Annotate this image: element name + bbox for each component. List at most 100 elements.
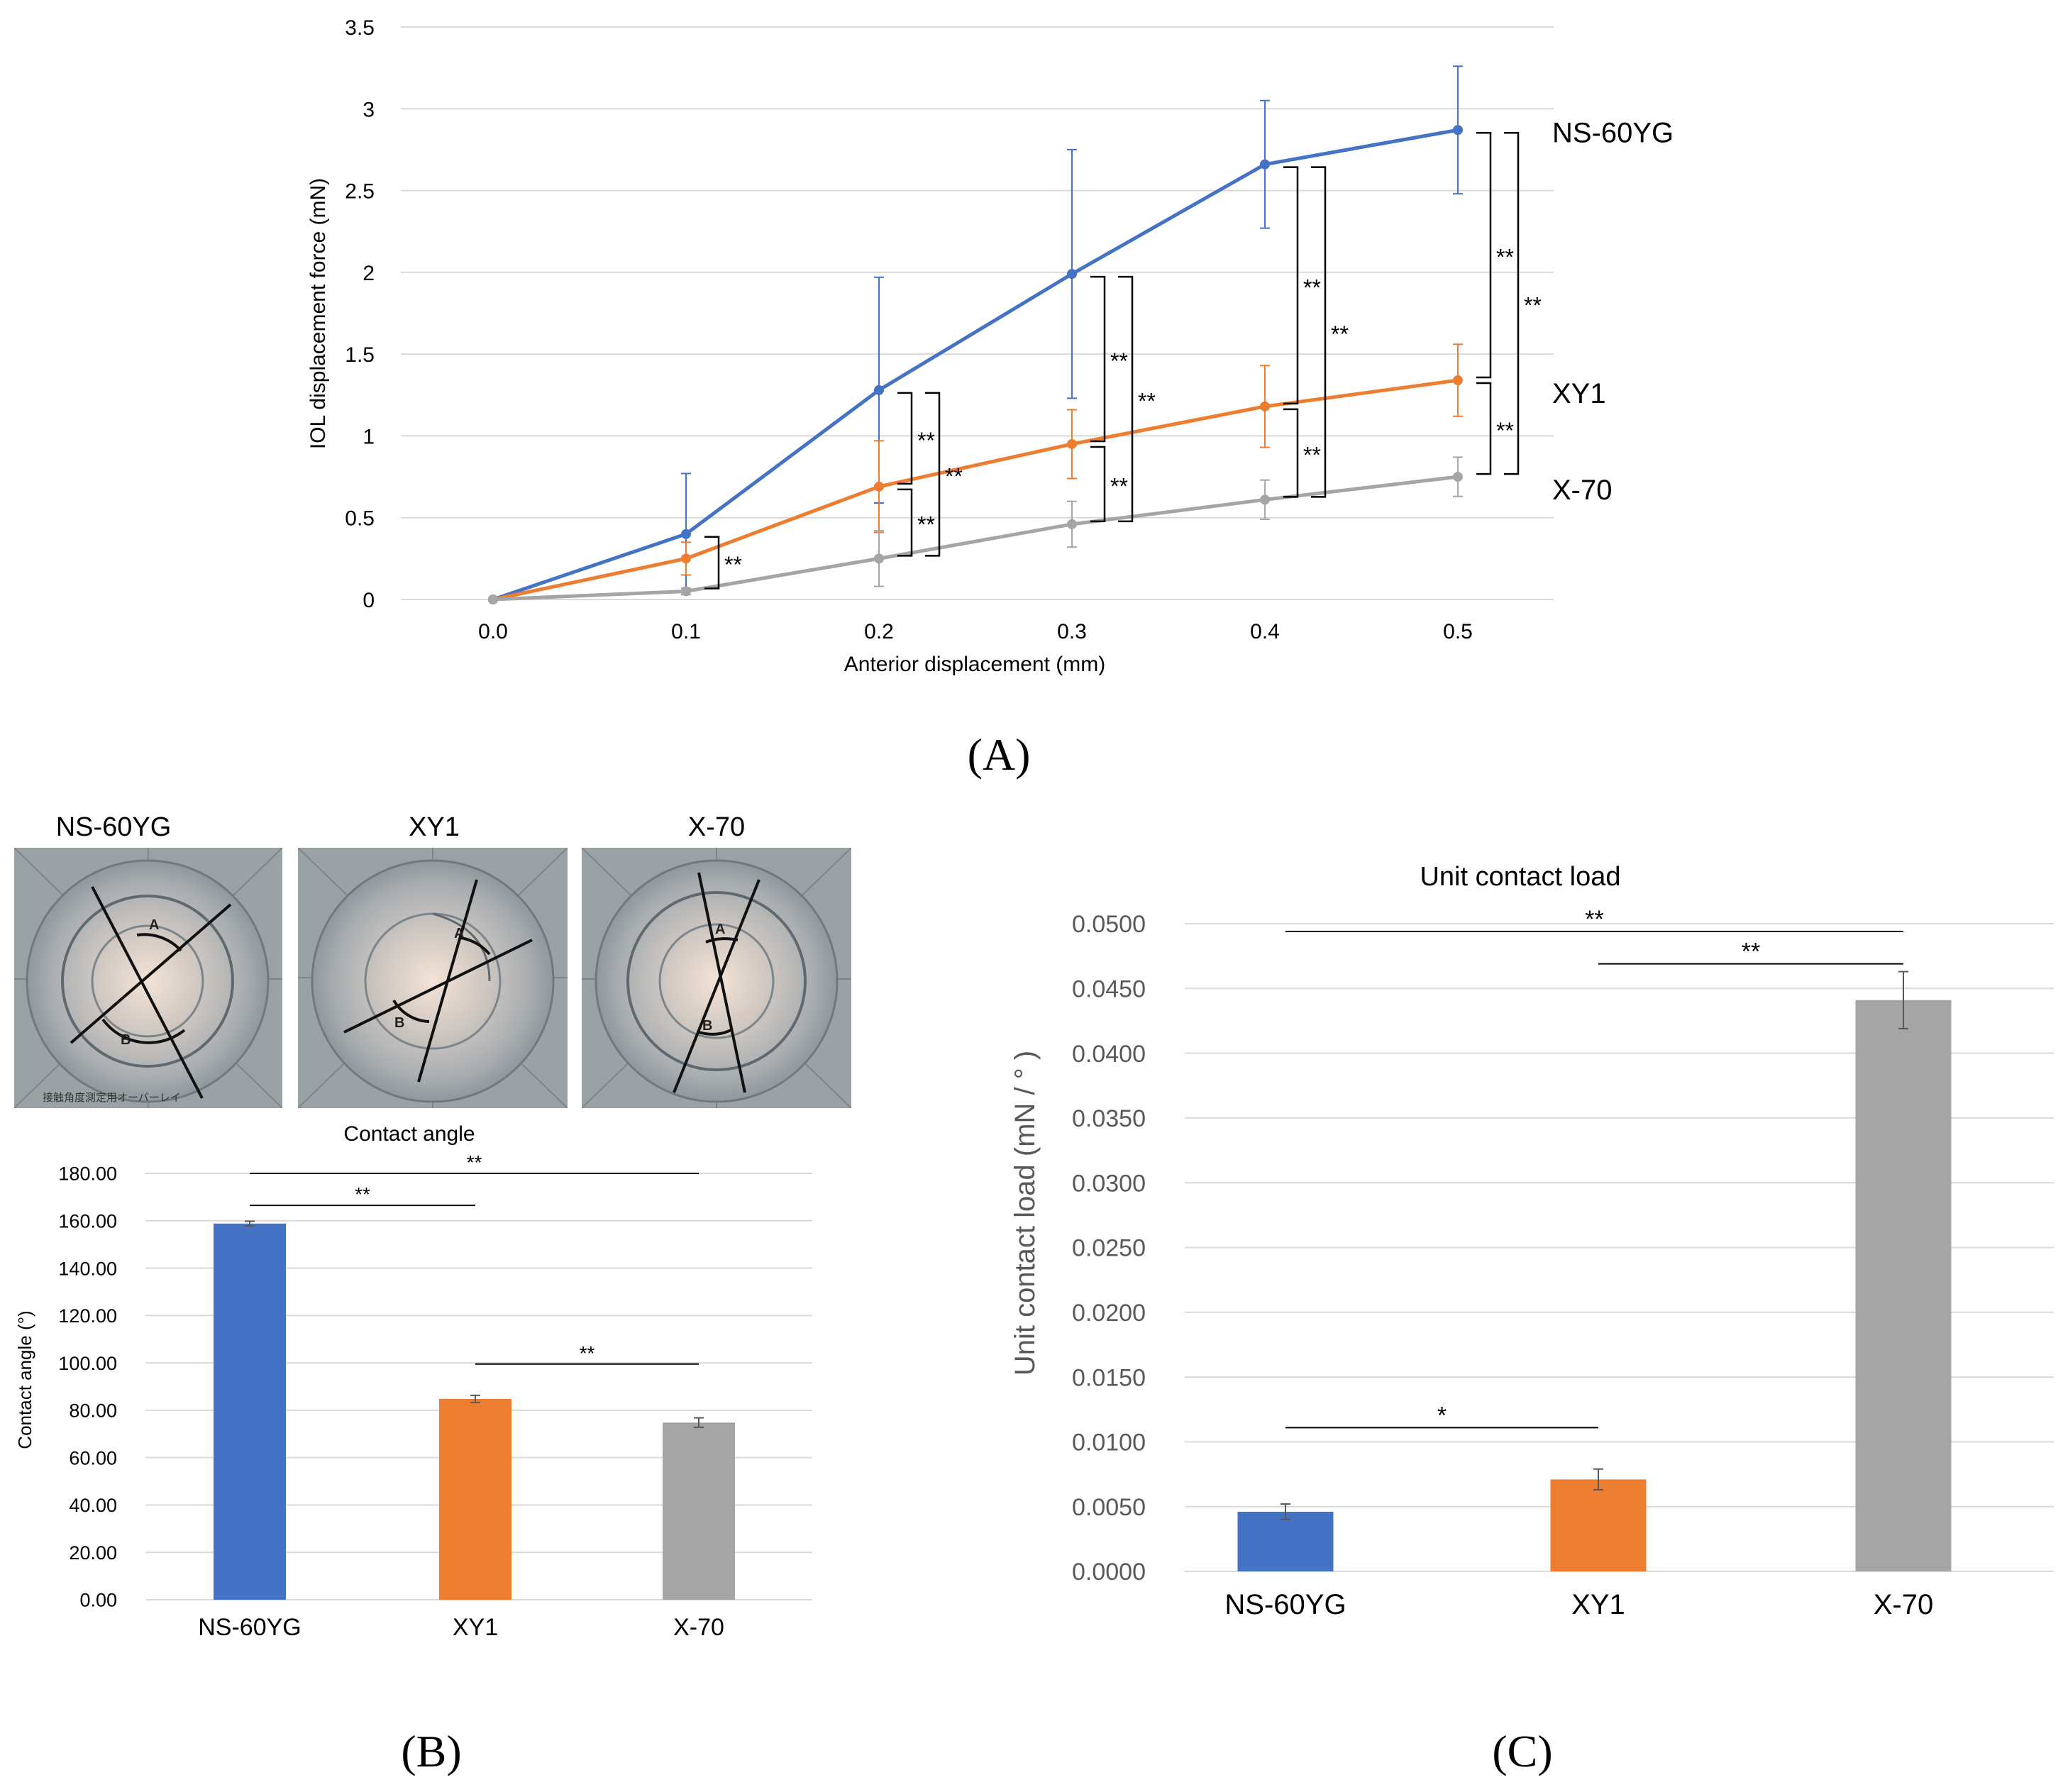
c-y-tick-9: 0.0450: [1072, 976, 1146, 1003]
a-y-tick-0: 0: [363, 589, 375, 612]
panel-b-label: (B): [401, 1726, 461, 1776]
a-x-tick-1: 0.1: [671, 620, 701, 643]
a-sig-bracket-10: [1476, 132, 1492, 379]
b-y-tick-3: 60.00: [69, 1447, 117, 1469]
a-point-xy1-5: [1453, 375, 1463, 386]
b-sig-label-1: **: [467, 1151, 482, 1173]
a-sig-bracket-1: [897, 392, 913, 485]
b-bar-xy1: [439, 1398, 511, 1600]
b-significance-lines: ** ** **: [250, 1151, 699, 1365]
a-x-tick-3: 0.3: [1057, 620, 1087, 643]
a-point-ns-60yg-5: [1453, 125, 1463, 135]
b-y-tick-7: 140.00: [58, 1258, 117, 1279]
c-bars: [1237, 1000, 1952, 1571]
b-y-axis-label: Contact angle (°): [14, 1310, 35, 1449]
c-sig-label-2: *: [1437, 1402, 1447, 1429]
a-data-points: [488, 125, 1463, 604]
b-y-tick-1: 20.00: [69, 1542, 117, 1564]
c-chart-title: Unit contact load: [1420, 862, 1620, 892]
a-point-x-70-1: [681, 586, 691, 597]
a-x-tick-5: 0.5: [1443, 620, 1473, 643]
c-category-xy1: XY1: [1571, 1589, 1625, 1620]
a-series-end-labels: NS-60YG XY1 X-70: [1552, 117, 1674, 506]
a-series-label-xy1: XY1: [1552, 378, 1606, 409]
photo-x-70: A B: [582, 848, 851, 1108]
photo-label-x-70: X-70: [688, 812, 745, 842]
c-y-tick-2: 0.0100: [1072, 1429, 1146, 1456]
c-y-tick-6: 0.0300: [1072, 1170, 1146, 1197]
a-y-tick-5: 2.5: [345, 180, 375, 204]
photo-x-70-arc-a: A: [715, 922, 725, 937]
c-y-tick-10: 0.0500: [1072, 911, 1146, 938]
a-sig-bracket-4: [1090, 275, 1106, 443]
b-y-tick-0: 0.00: [79, 1590, 117, 1611]
b-y-tick-labels: 0.00 20.00 40.00 60.00 80.00 100.00 120.00 140.…: [58, 1163, 117, 1611]
a-gridlines: [401, 26, 1554, 600]
photo-ns-60yg: A B 接触角度測定用オーバーレイ: [14, 848, 282, 1108]
a-y-tick-6: 3: [363, 98, 375, 121]
c-y-tick-8: 0.0400: [1072, 1041, 1146, 1068]
a-point-ns-60yg-1: [681, 529, 691, 539]
bar-chart-unit-contact-load: 0.0000 0.0050 0.0100 0.0150 0.0200 0.0250 0.03…: [1010, 862, 2054, 1620]
a-sig-bracket-11: [1476, 382, 1492, 475]
a-point-ns-60yg-3: [1067, 269, 1077, 280]
c-bar-x-70: [1855, 1000, 1952, 1571]
a-sig-label-9: **: [1331, 321, 1349, 347]
a-line-xy1: [492, 378, 1459, 602]
a-point-xy1-3: [1067, 438, 1077, 449]
panel-c-label: (C): [1492, 1726, 1552, 1776]
a-sig-label-0: **: [724, 552, 742, 577]
c-y-tick-labels: 0.0000 0.0050 0.0100 0.0150 0.0200 0.0250 0.03…: [1072, 911, 1146, 1586]
a-sig-label-12: **: [1524, 293, 1542, 319]
c-y-tick-7: 0.0350: [1072, 1105, 1146, 1132]
c-bar-xy1: [1550, 1479, 1647, 1571]
b-error-bars: [245, 1220, 704, 1428]
a-x-tick-4: 0.4: [1250, 620, 1280, 643]
c-y-tick-0: 0.0000: [1072, 1559, 1146, 1586]
a-line-x-70: [492, 475, 1459, 602]
c-y-axis-label: Unit contact load (mN / ° ): [1010, 1051, 1041, 1376]
c-significance-lines: *****: [1285, 906, 1903, 1429]
b-sig-label-2: **: [580, 1342, 595, 1364]
a-x-tick-labels: 0.0 0.1 0.2 0.3 0.4 0.5: [478, 620, 1473, 643]
b-y-tick-4: 80.00: [69, 1400, 117, 1422]
a-sig-label-4: **: [1110, 348, 1128, 374]
a-significance-brackets: ** ** ** ** ** ** ** ** ** ** ** ** **: [704, 132, 1542, 590]
a-sig-bracket-6: [1118, 275, 1134, 523]
a-sig-bracket-7: [1283, 166, 1299, 405]
a-point-x-70-2: [874, 553, 884, 564]
a-y-tick-1: 0.5: [345, 507, 375, 531]
c-y-tick-1: 0.0050: [1072, 1494, 1146, 1521]
a-line-ns-60yg: [492, 128, 1459, 602]
a-point-x-70-5: [1453, 472, 1463, 482]
a-sig-label-3: **: [945, 464, 963, 490]
a-point-x-70-3: [1067, 519, 1077, 529]
b-bar-x-70: [663, 1422, 735, 1600]
a-y-axis-label: IOL displacement force (mN): [306, 178, 330, 449]
photo-label-xy1: XY1: [409, 812, 460, 842]
b-sig-label-0: **: [355, 1183, 370, 1205]
c-category-x-70: X-70: [1874, 1589, 1934, 1620]
panel-a-label: (A): [968, 729, 1031, 780]
a-point-xy1-1: [681, 553, 691, 564]
a-y-tick-labels: 0 0.5 1 1.5 2 2.5 3 3.5: [345, 16, 375, 612]
a-sig-bracket-5: [1090, 446, 1106, 523]
a-y-tick-7: 3.5: [345, 16, 375, 40]
b-y-tick-6: 120.00: [58, 1305, 117, 1327]
b-y-tick-9: 180.00: [58, 1163, 117, 1185]
a-series-label-ns-60yg: NS-60YG: [1552, 117, 1674, 148]
b-category-ns-60yg: NS-60YG: [198, 1614, 302, 1641]
a-sig-label-8: **: [1303, 443, 1321, 468]
b-category-labels: NS-60YG XY1 X-70: [198, 1614, 724, 1641]
a-point-ns-60yg-2: [874, 385, 884, 395]
b-bars: [214, 1223, 735, 1600]
c-error-bars: [1281, 970, 1908, 1520]
a-x-tick-0: 0.0: [478, 620, 508, 643]
a-point-x-70-0: [488, 594, 498, 604]
a-sig-bracket-12: [1504, 132, 1520, 475]
b-chart-title: Contact angle: [343, 1122, 475, 1146]
b-category-xy1: XY1: [453, 1614, 498, 1641]
line-chart-displacement-force: 00.511.522.533.5 0.0 0.1 0.2 0.3 0.4 0.5 ****…: [306, 16, 1674, 676]
a-y-tick-3: 1.5: [345, 343, 375, 367]
